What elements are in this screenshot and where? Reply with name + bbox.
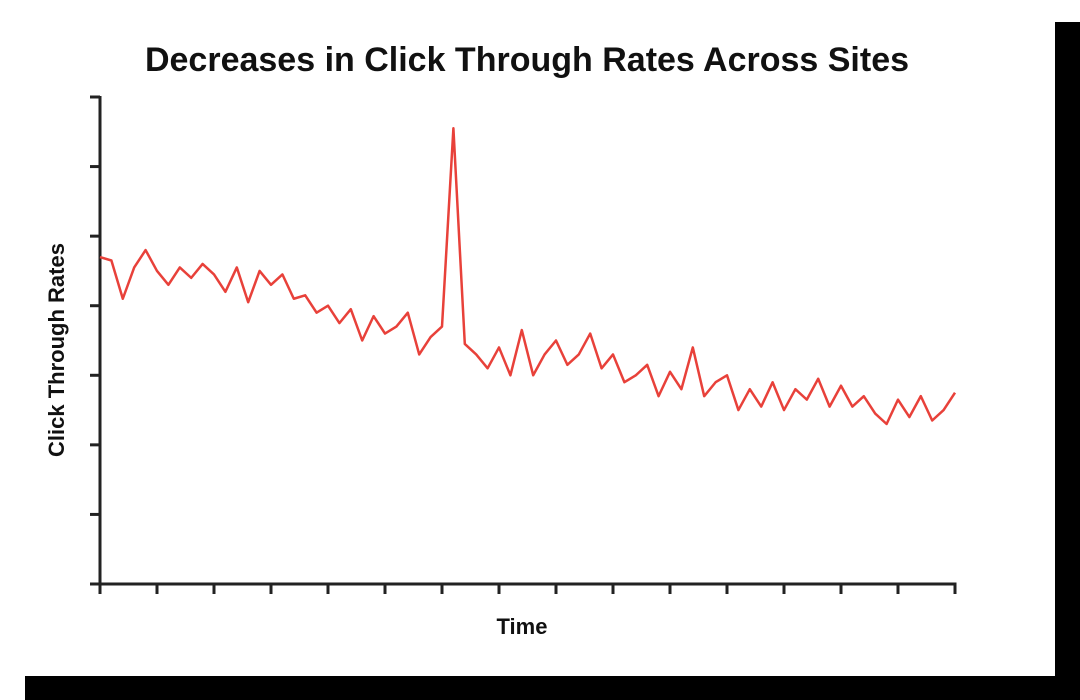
x-axis-label: Time	[497, 614, 548, 639]
data-line	[99, 127, 957, 426]
shadow-bottom	[25, 676, 1080, 700]
chart-title: Decreases in Click Through Rates Across …	[145, 41, 909, 79]
shadow-right	[1055, 22, 1080, 700]
y-axis-label: Click Through Rates	[44, 243, 69, 457]
